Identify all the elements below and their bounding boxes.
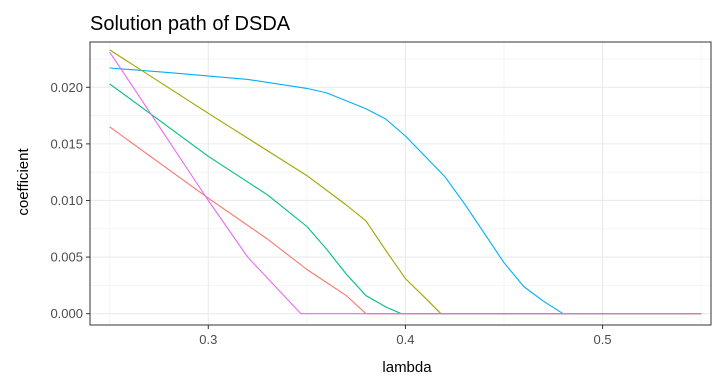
plot-border	[89, 41, 712, 326]
plot-background	[90, 42, 711, 325]
chart-title: Solution path of DSDA	[90, 13, 291, 35]
y-tick-label: 0.005	[50, 250, 83, 265]
series-line-2	[109, 49, 702, 315]
y-tick-label: 0.015	[50, 136, 83, 151]
x-tick-label: 0.3	[199, 332, 217, 347]
series-line-1	[109, 67, 702, 315]
y-tick-label: 0.020	[50, 80, 83, 95]
y-axis: 0.000 0.005 0.010 0.015 0.020	[50, 80, 90, 321]
series-line-5	[109, 51, 702, 315]
x-tick-label: 0.5	[594, 332, 612, 347]
series-line-3	[109, 83, 702, 315]
x-axis: 0.3 0.4 0.5	[199, 325, 612, 347]
plot-panel	[89, 41, 712, 326]
x-tick-label: 0.4	[396, 332, 414, 347]
y-tick-label: 0.000	[50, 306, 83, 321]
y-axis-title: coefficient	[15, 148, 32, 216]
series-lines	[109, 49, 702, 315]
minor-gridlines	[90, 42, 711, 325]
y-tick-label: 0.010	[50, 193, 83, 208]
x-axis-title: lambda	[382, 359, 432, 376]
